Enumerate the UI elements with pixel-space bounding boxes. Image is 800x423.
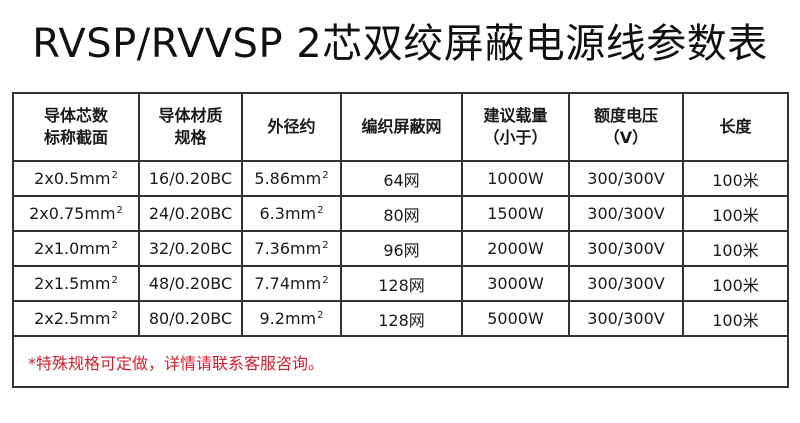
cell-load: 1500W [461,195,570,232]
cell-material: 24/0.20BC [138,195,243,232]
header-load: 建议载量 （小于） [461,92,570,162]
superscript-2: 2 [322,240,329,251]
cell-voltage: 300/300V [568,195,684,232]
cell-length: 100米 [682,265,789,302]
cell-diameter: 7.36mm2 [241,230,342,267]
cell-diameter: 6.3mm2 [241,195,342,232]
cell-load: 2000W [461,230,570,267]
note-row: *特殊规格可定做，详情请联系客服咨询。 [12,335,789,388]
cell-load: 5000W [461,300,570,337]
cell-section: 2x0.75mm2 [12,195,140,232]
cell-length: 100米 [682,160,789,197]
cell-section: 2x0.5mm2 [12,160,140,197]
superscript-2: 2 [111,170,118,181]
header-shield: 编织屏蔽网 [340,92,463,162]
cell-shield: 128网 [340,300,463,337]
table-row: 2x1.5mm2 48/0.20BC 7.74mm2 128网 3000W 30… [12,265,789,302]
cell-material: 16/0.20BC [138,160,243,197]
cell-section: 2x1.0mm2 [12,230,140,267]
superscript-2: 2 [111,240,118,251]
header-voltage: 额度电压 （V） [568,92,684,162]
cell-voltage: 300/300V [568,265,684,302]
cell-diameter: 5.86mm2 [241,160,342,197]
header-section: 导体芯数 标称截面 [12,92,140,162]
header-diameter: 外径约 [241,92,342,162]
table-row: 2x2.5mm2 80/0.20BC 9.2mm2 128网 5000W 300… [12,300,789,337]
header-row: 导体芯数 标称截面 导体材质 规格 外径约 编织屏蔽网 建议载量 （小于） 额度… [12,92,789,162]
note-text: *特殊规格可定做，详情请联系客服咨询。 [12,335,789,388]
table-row: 2x1.0mm2 32/0.20BC 7.36mm2 96网 2000W 300… [12,230,789,267]
cell-material: 80/0.20BC [138,300,243,337]
cell-section: 2x1.5mm2 [12,265,140,302]
cell-load: 3000W [461,265,570,302]
cell-material: 48/0.20BC [138,265,243,302]
cell-diameter: 9.2mm2 [241,300,342,337]
superscript-2: 2 [317,310,324,321]
superscript-2: 2 [111,310,118,321]
cell-shield: 128网 [340,265,463,302]
superscript-2: 2 [116,205,123,216]
cell-voltage: 300/300V [568,300,684,337]
header-material: 导体材质 规格 [138,92,243,162]
cell-voltage: 300/300V [568,230,684,267]
cell-material: 32/0.20BC [138,230,243,267]
superscript-2: 2 [111,275,118,286]
cell-shield: 80网 [340,195,463,232]
cell-length: 100米 [682,195,789,232]
cell-shield: 96网 [340,230,463,267]
superscript-2: 2 [322,275,329,286]
cell-voltage: 300/300V [568,160,684,197]
table-row: 2x0.75mm2 24/0.20BC 6.3mm2 80网 1500W 300… [12,195,789,232]
superscript-2: 2 [317,205,324,216]
header-length: 长度 [682,92,789,162]
cell-load: 1000W [461,160,570,197]
cell-shield: 64网 [340,160,463,197]
page-title: RVSP/RVVSP 2芯双绞屏蔽电源线参数表 [32,21,768,67]
cell-length: 100米 [682,300,789,337]
cell-section: 2x2.5mm2 [12,300,140,337]
cell-length: 100米 [682,230,789,267]
superscript-2: 2 [322,170,329,181]
spec-table: 导体芯数 标称截面 导体材质 规格 外径约 编织屏蔽网 建议载量 （小于） 额度… [12,92,789,388]
table-row: 2x0.5mm2 16/0.20BC 5.86mm2 64网 1000W 300… [12,160,789,197]
cell-diameter: 7.74mm2 [241,265,342,302]
